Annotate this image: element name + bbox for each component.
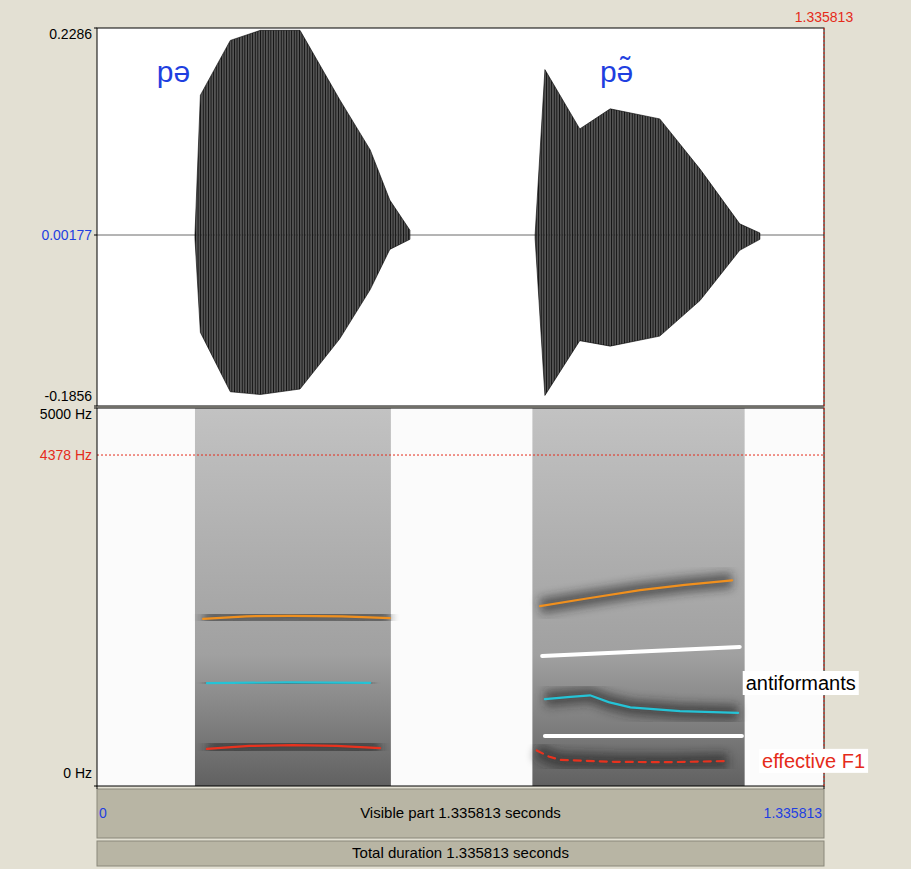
annotation-bg [743, 671, 859, 695]
formant-band [537, 750, 728, 762]
annotation: pə [157, 55, 190, 88]
x-tick-label: 1.335813 [764, 805, 823, 821]
waveform-envelope [195, 30, 410, 394]
y-tick-label: -0.1856 [45, 388, 93, 404]
formant-track [545, 734, 742, 738]
visible-label: Visible part 1.335813 seconds [360, 804, 561, 821]
y-tick [94, 406, 97, 407]
y-tick-label: 0 Hz [63, 765, 92, 781]
formant-track [540, 580, 732, 606]
formant-track [537, 750, 728, 762]
y-tick [94, 235, 97, 236]
formant-track [203, 616, 390, 619]
y-tick-label: 0.2286 [49, 26, 92, 42]
formant-band [203, 616, 390, 619]
y-tick-label: 0.00177 [41, 227, 92, 243]
reference-line [97, 455, 824, 456]
y-tick [94, 408, 97, 409]
waveform-envelope [535, 70, 760, 396]
reference-label: 4378 Hz [40, 447, 92, 463]
formant-band [207, 674, 370, 691]
spectrogram-plot [195, 408, 745, 786]
annotation-bg [759, 749, 868, 773]
spectrogram-bg [97, 408, 824, 786]
spectrogram-frame [97, 408, 824, 786]
formant-band [207, 745, 380, 749]
y-tick [94, 28, 97, 29]
formant-band [540, 580, 732, 606]
voiced-region [195, 408, 391, 786]
visible-bar [97, 789, 824, 838]
formant-band [545, 695, 738, 713]
waveform-plot [97, 30, 824, 395]
formant-track [545, 695, 738, 713]
praat-window: 0.2286 0.00177 -0.1856 pə pə̃ 5000 Hz 0 Hz 4378… [0, 0, 911, 869]
annotation: pə̃ [600, 55, 633, 88]
x-tick [97, 786, 98, 789]
formant-track [542, 647, 740, 656]
y-tick-label: 5000 Hz [40, 406, 92, 422]
x-tick-label: 0 [99, 805, 107, 821]
total-label: Total duration 1.335813 seconds [352, 844, 569, 861]
cursor-label: 1.335813 [795, 9, 854, 25]
waveform-bg [97, 28, 824, 406]
waveform-frame [97, 28, 824, 406]
x-tick [824, 786, 825, 789]
formant-track [207, 681, 370, 684]
formant-track [207, 745, 380, 749]
total-bar [97, 841, 824, 866]
annotation-group: effective F1 [759, 749, 868, 773]
annotation: effective F1 [762, 750, 865, 772]
voiced-region [532, 408, 744, 786]
annotation: antiformants [746, 672, 856, 694]
annotation-group: antiformants [743, 671, 859, 695]
